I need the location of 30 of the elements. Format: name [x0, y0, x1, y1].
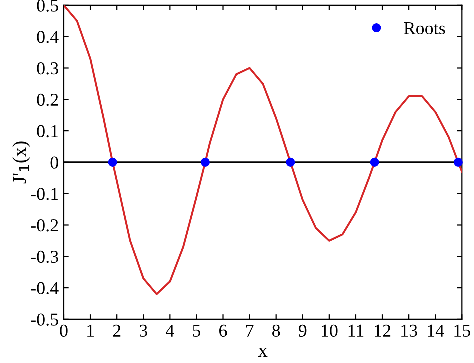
x-tick-label: 9	[298, 324, 307, 338]
x-tick-label: 7	[246, 325, 254, 337]
x-axis-title: x	[258, 348, 268, 357]
x-tick-label: 3	[140, 324, 148, 338]
x-tick-label: 6	[220, 324, 228, 338]
y-axis-title: J'$_{1}$(x)	[12, 142, 30, 184]
y-tick-label: 0.4	[37, 31, 59, 44]
legend-label: Roots	[404, 22, 446, 35]
x-tick-label: 11	[348, 324, 364, 337]
x-tick-label: 0	[60, 324, 68, 338]
y-tick-label: -0.3	[31, 250, 58, 264]
y-tick-label: 0.1	[37, 125, 58, 138]
y-tick-label: 0	[50, 156, 58, 169]
x-tick-label: 5	[193, 325, 201, 338]
y-tick-label: -0.4	[31, 282, 59, 295]
x-tick-label: 13	[402, 324, 418, 338]
y-tick-label: 0.3	[37, 62, 58, 75]
x-tick-label: 10	[322, 324, 338, 338]
y-tick-label: 0.5	[37, 0, 58, 12]
x-tick-label: 4	[166, 324, 174, 337]
x-tick-label: 15	[454, 324, 470, 338]
x-tick-label: 12	[375, 324, 391, 337]
x-tick-label: 8	[272, 324, 280, 338]
y-tick-label: -0.1	[31, 188, 58, 200]
x-tick-label: 2	[113, 324, 121, 337]
x-tick-label: 14	[428, 324, 444, 337]
y-tick-label: 0.2	[37, 94, 58, 106]
y-tick-label: -0.5	[31, 314, 58, 326]
x-tick-label: 1	[88, 324, 94, 337]
y-tick-label: -0.2	[31, 220, 58, 232]
